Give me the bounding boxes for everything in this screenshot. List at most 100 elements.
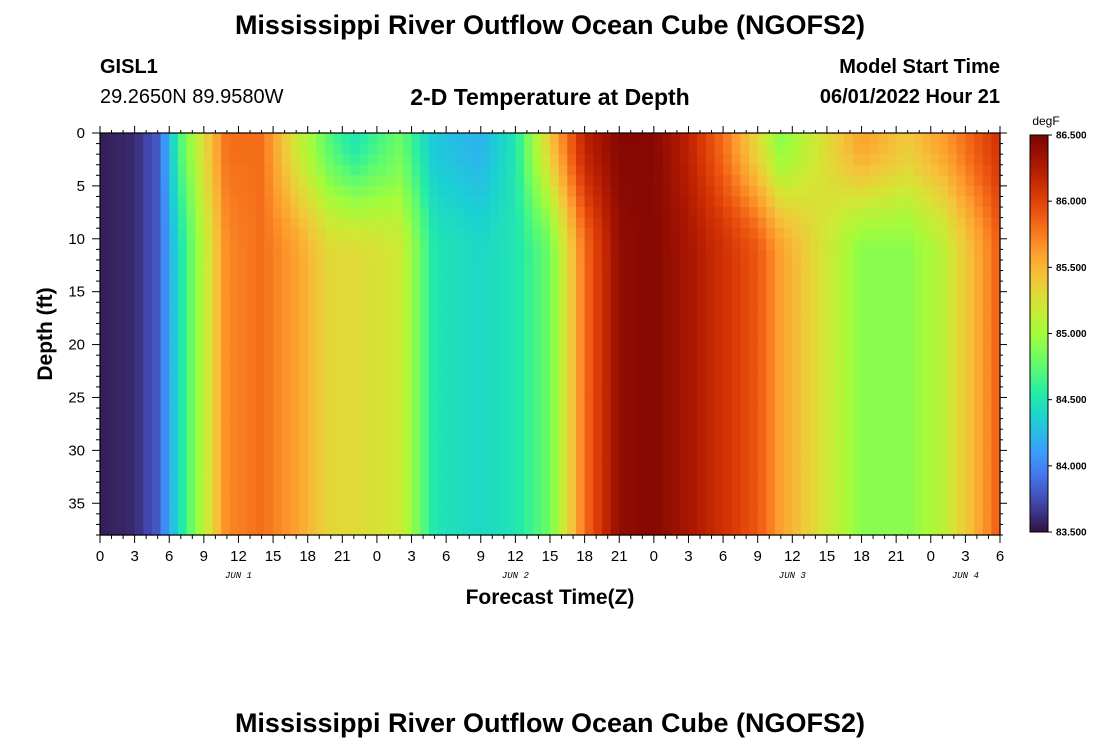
heat-cell <box>567 302 577 314</box>
heat-cell <box>420 291 430 303</box>
heat-cell <box>679 302 690 314</box>
heat-cell <box>974 482 984 494</box>
heat-cell <box>247 154 257 166</box>
heat-cell <box>809 302 819 314</box>
heat-cell <box>844 312 854 325</box>
heat-cell <box>446 397 456 409</box>
heat-cell <box>601 471 612 483</box>
heat-cell <box>870 228 880 240</box>
heat-cell <box>394 460 404 473</box>
heat-cell <box>878 482 889 494</box>
heat-cell <box>982 513 992 526</box>
heat-cell <box>177 386 188 399</box>
heat-cell <box>247 238 257 250</box>
heat-cell <box>195 397 205 409</box>
heat-cell <box>705 365 716 377</box>
heat-cell <box>376 460 387 473</box>
heat-cell <box>247 503 257 515</box>
heat-cell <box>411 355 421 367</box>
heat-cell <box>203 344 214 356</box>
heat-cell <box>541 196 551 208</box>
heat-cell <box>662 513 672 526</box>
heat-cell <box>532 365 542 377</box>
heat-cell <box>887 503 897 515</box>
heat-cell <box>385 270 395 282</box>
heat-cell <box>428 344 439 356</box>
heat-cell <box>922 503 932 515</box>
heat-cell <box>264 429 274 441</box>
heat-cell <box>714 524 724 536</box>
heat-cell <box>991 185 1001 198</box>
heat-cell <box>584 175 594 187</box>
heat-cell <box>238 524 248 536</box>
heat-cell <box>229 365 240 377</box>
heat-cell <box>688 376 698 388</box>
heat-cell <box>974 471 984 483</box>
heat-cell <box>688 471 698 483</box>
heat-cell <box>195 281 205 293</box>
heat-cell <box>229 450 240 462</box>
heat-cell <box>731 418 741 430</box>
heat-cell <box>550 196 560 208</box>
heat-cell <box>601 429 612 441</box>
heat-cell <box>809 513 819 526</box>
heat-cell <box>636 228 646 240</box>
heat-cell <box>463 334 473 346</box>
heat-cell <box>506 365 516 377</box>
heat-cell <box>705 492 716 504</box>
heat-cell <box>394 482 404 494</box>
heat-cell <box>454 154 465 166</box>
heat-cell <box>411 207 421 219</box>
heat-cell <box>299 259 309 272</box>
heat-cell <box>697 217 707 229</box>
heat-cell <box>878 386 889 399</box>
heat-cell <box>359 492 369 504</box>
heat-cell <box>636 312 646 325</box>
heat-cell <box>264 397 274 409</box>
heat-cell <box>593 217 603 229</box>
heat-cell <box>662 482 672 494</box>
heat-cell <box>333 397 343 409</box>
heat-cell <box>541 408 551 420</box>
heat-cell <box>480 249 491 261</box>
heat-cell <box>662 249 672 261</box>
heat-cell <box>913 270 923 282</box>
heat-cell <box>100 482 110 494</box>
heat-cell <box>394 450 404 462</box>
heat-cell <box>749 281 759 293</box>
y-tick-label: 15 <box>68 284 85 301</box>
heat-cell <box>221 450 231 462</box>
heat-cell <box>956 492 966 504</box>
heat-cell <box>697 164 707 176</box>
heat-cell <box>108 270 118 282</box>
heat-cell <box>965 228 975 240</box>
heat-cell <box>688 281 698 293</box>
heat-cell <box>307 355 317 367</box>
heat-cell <box>835 302 845 314</box>
heat-cell <box>948 355 958 367</box>
heat-cell <box>238 418 248 430</box>
heat-cell <box>956 429 966 441</box>
heat-cell <box>861 196 871 208</box>
heat-cell <box>922 207 932 219</box>
heat-cell <box>238 302 248 314</box>
heat-cell <box>939 291 949 303</box>
heat-cell <box>688 386 698 399</box>
heat-cell <box>740 397 750 409</box>
heat-cell <box>255 143 266 155</box>
heat-cell <box>281 418 291 430</box>
heat-cell <box>826 482 837 494</box>
heat-cell <box>749 524 759 536</box>
heat-cell <box>887 418 897 430</box>
heat-cell <box>290 418 300 430</box>
heat-cell <box>255 302 266 314</box>
heat-cell <box>186 418 196 430</box>
heat-cell <box>575 503 586 515</box>
heat-cell <box>948 513 958 526</box>
x-tick-label: 9 <box>754 548 762 565</box>
heat-cell <box>212 312 222 325</box>
heat-cell <box>376 450 387 462</box>
heat-cell <box>169 513 179 526</box>
heat-cell <box>731 259 741 272</box>
heat-cell <box>437 312 447 325</box>
